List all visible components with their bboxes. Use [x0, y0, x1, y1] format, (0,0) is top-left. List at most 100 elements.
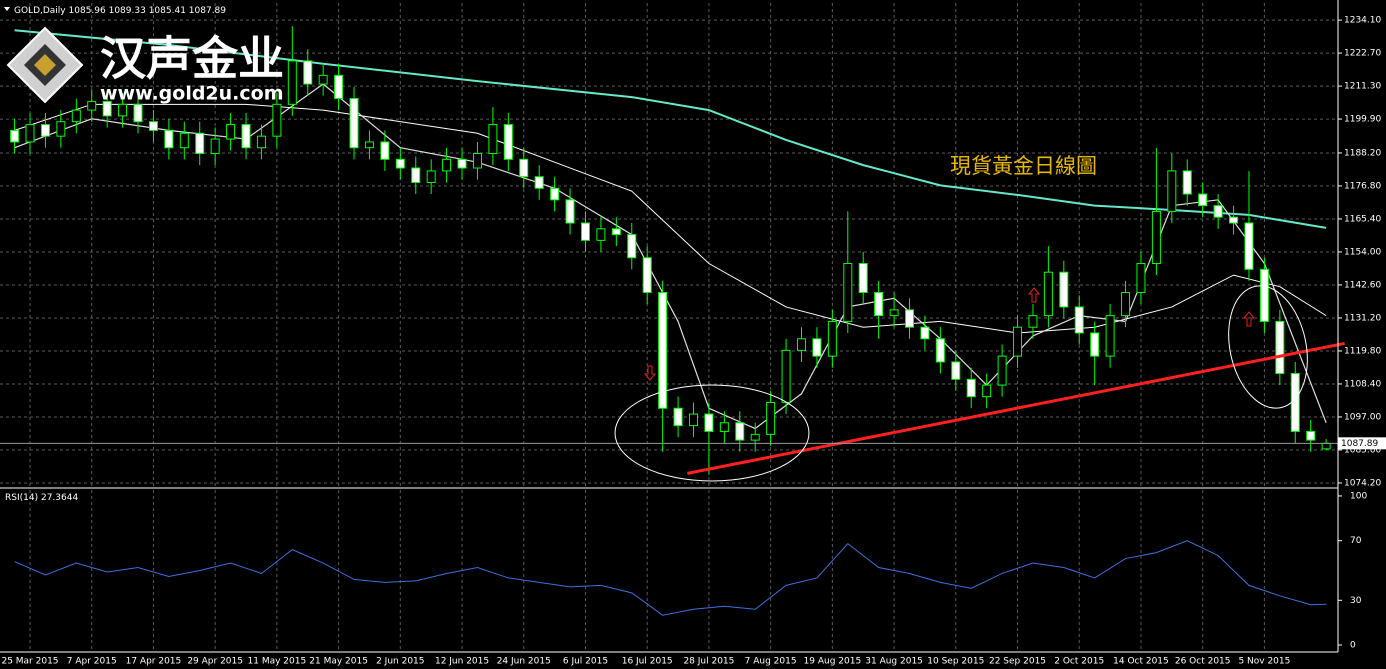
x-tick-label: 7 Aug 2015: [745, 657, 797, 667]
candle-body: [1244, 222, 1254, 270]
candle-body: [488, 124, 498, 155]
logo-text: 汉声金业: [100, 32, 284, 86]
x-tick-label: 28 Jul 2015: [683, 657, 734, 667]
candle-body: [457, 158, 467, 169]
x-tick-label: 2 Jun 2015: [376, 657, 424, 667]
x-tick-label: 21 May 2015: [309, 657, 368, 667]
y-tick-label: 1131.20: [1344, 313, 1381, 323]
x-tick-label: 31 Aug 2015: [865, 657, 923, 667]
x-tick-label: 14 Oct 2015: [1113, 657, 1169, 667]
x-tick-label: 17 Apr 2015: [126, 657, 182, 667]
candle-body: [935, 338, 945, 363]
candle-body: [71, 109, 81, 123]
candle-body: [766, 401, 776, 435]
x-tick-label: 16 Jul 2015: [622, 657, 673, 667]
plot-layer: [0, 3, 1345, 652]
candle-body: [688, 413, 698, 427]
candle-body: [40, 124, 50, 137]
y-tick-label: 1142.60: [1344, 280, 1381, 290]
candle-body: [272, 103, 282, 137]
rsi-line: [14, 540, 1327, 616]
candle-body: [256, 135, 266, 149]
candle-body: [241, 124, 251, 149]
candle-body: [1229, 216, 1239, 224]
candle-body: [704, 413, 714, 432]
candle-body: [627, 234, 637, 259]
candle-body: [1136, 263, 1146, 293]
candle-body: [87, 100, 97, 111]
symbol: GOLD,Daily: [14, 6, 66, 16]
candle-body: [1105, 315, 1115, 357]
y-tick-label: 0: [1350, 640, 1356, 650]
signal-arrow: [1242, 311, 1256, 327]
candle-body: [580, 222, 590, 241]
candle-body: [318, 74, 328, 85]
y-tick-label: 70: [1350, 536, 1362, 546]
candle-body: [1182, 170, 1192, 195]
candle-body: [596, 228, 606, 241]
x-tick-label: 5 Nov 2015: [1238, 657, 1290, 667]
candle-body: [519, 158, 529, 178]
candle-body: [179, 132, 189, 149]
candle-body: [812, 338, 822, 357]
trendline: [687, 341, 1345, 475]
candle-body: [56, 121, 66, 137]
open: 1085.96: [69, 6, 106, 16]
x-tick-label: 25 Mar 2015: [1, 657, 58, 667]
y-tick-label: 100: [1350, 491, 1367, 501]
x-tick-label: 7 Apr 2015: [67, 657, 117, 667]
high: 1089.33: [109, 6, 146, 16]
candle-body: [1074, 306, 1084, 334]
candle-body: [102, 100, 112, 117]
candle-body: [1167, 170, 1177, 212]
candle-body: [1090, 332, 1100, 357]
candle-body: [503, 124, 513, 160]
x-tick-label: 26 Oct 2015: [1175, 657, 1231, 667]
rsi-name: RSI(14): [5, 493, 38, 503]
candle-body: [1028, 315, 1038, 328]
x-tick-label: 29 Apr 2015: [187, 657, 243, 667]
candle-body: [148, 121, 158, 131]
candle-body: [195, 132, 205, 155]
y-tick-label: 1085.60: [1344, 445, 1381, 455]
close: 1087.89: [189, 6, 226, 16]
rsi-value: 27.3644: [41, 493, 78, 503]
candle-body: [1043, 271, 1053, 317]
candle-body: [349, 98, 359, 149]
highlight-ellipse: [614, 384, 810, 482]
y-tick-label: 1119.80: [1344, 346, 1381, 356]
candle-body: [874, 291, 884, 317]
x-tick-label: 11 May 2015: [248, 657, 307, 667]
candle-body: [380, 141, 390, 160]
candle-body: [673, 407, 683, 427]
candle-body: [1059, 271, 1069, 308]
y-tick-label: 1234.10: [1344, 16, 1381, 26]
candle-body: [334, 74, 344, 100]
candle-body: [889, 309, 899, 317]
candle-body: [550, 187, 560, 201]
y-tick-label: 1154.00: [1344, 247, 1381, 257]
candle-body: [858, 263, 868, 293]
website: www.gold2u.com: [100, 83, 284, 105]
y-tick-label: 1211.30: [1344, 82, 1381, 92]
candle-body: [287, 60, 297, 105]
candle-body: [164, 129, 174, 149]
candle-body: [982, 384, 992, 398]
candle-body: [1213, 205, 1223, 218]
candle-body: [966, 378, 976, 398]
candle-body: [827, 320, 837, 357]
x-tick-label: 24 Jun 2015: [497, 657, 551, 667]
moving-average: [14, 83, 1327, 430]
candle-body: [905, 309, 915, 328]
candle-body: [951, 361, 961, 380]
candle-body: [442, 158, 452, 172]
price-label: 1087.89: [1341, 439, 1378, 449]
y-tick-label: 1188.20: [1344, 148, 1381, 158]
y-tick-label: 1108.40: [1344, 379, 1381, 389]
candle-body: [364, 141, 374, 149]
y-tick-label: 1222.70: [1344, 49, 1381, 59]
low: 1085.41: [149, 6, 186, 16]
candle-body: [118, 103, 128, 117]
